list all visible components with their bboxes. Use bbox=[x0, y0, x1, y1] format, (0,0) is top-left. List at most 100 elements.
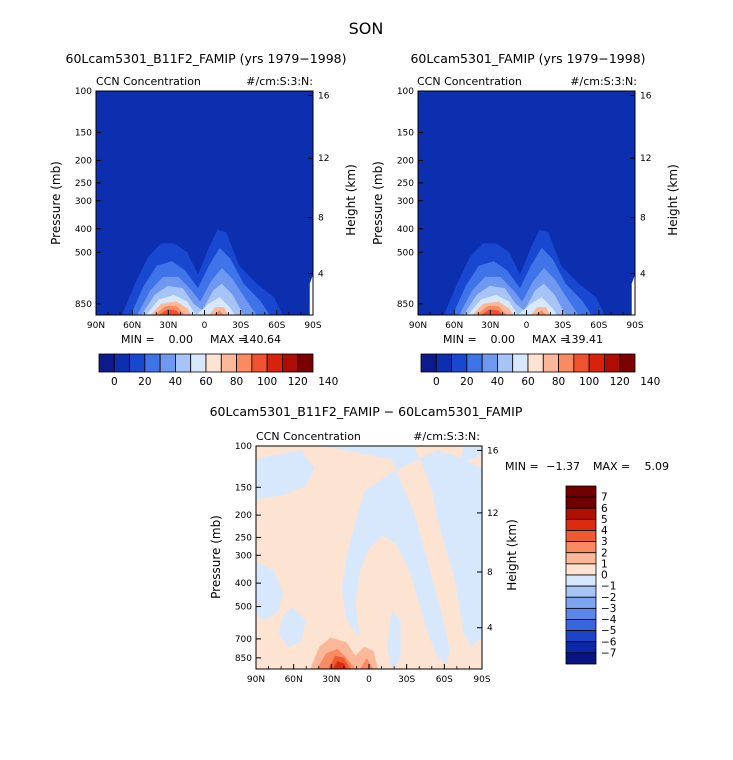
panel-a-colorbar-swatch bbox=[282, 353, 299, 373]
panel-b-y-tick-label: 300 bbox=[397, 197, 414, 207]
panel-b-y-tick-label: 250 bbox=[397, 179, 414, 189]
panel-b-x-tick-label: 0 bbox=[524, 321, 530, 331]
panel-c-x-tick-label: 30S bbox=[398, 675, 415, 685]
panel-a-x-tick-label: 90N bbox=[87, 321, 105, 331]
panel-b-contour-level bbox=[535, 310, 547, 315]
panel-c-colorbar-label: −7 bbox=[601, 647, 616, 659]
panel-c-colorbar-label: 4 bbox=[601, 525, 608, 537]
panel-b-colorbar-swatch bbox=[466, 353, 483, 373]
panel-b-x-tick-label: 60N bbox=[445, 321, 463, 331]
panel-b-x-tick-label: 90S bbox=[626, 321, 643, 331]
panel-c-negative-region bbox=[256, 561, 284, 620]
panel-a: 60Lcam5301_B11F2_FAMIP (yrs 1979−1998) C… bbox=[49, 51, 358, 388]
panel-b-y-right-tick-label: 8 bbox=[640, 214, 646, 224]
panel-a-colorbar-label: 60 bbox=[199, 376, 212, 388]
panel-b-colorbar-swatch bbox=[420, 353, 437, 373]
panel-a-colorbar: 0 20 40 60 80 100 120 140 bbox=[98, 353, 338, 388]
panel-c-min-label: MIN = bbox=[505, 460, 539, 473]
panel-c-y-tick-label: 400 bbox=[235, 579, 252, 589]
panel-b-colorbar-swatch bbox=[512, 353, 529, 373]
panel-c-x-tick-label: 60S bbox=[436, 675, 453, 685]
panel-c-colorbar-label: −4 bbox=[601, 614, 617, 626]
panel-a-min-value: 0.00 bbox=[169, 333, 194, 346]
panel-c-y-tick-label: 850 bbox=[235, 654, 252, 664]
panel-c-colorbar-swatch bbox=[565, 630, 597, 643]
panel-b-colorbar-swatch bbox=[558, 353, 575, 373]
panel-b-variable: CCN Concentration bbox=[417, 75, 522, 88]
panel-b-colorbar-label: 100 bbox=[579, 376, 599, 388]
panel-a-colorbar-label: 120 bbox=[288, 376, 308, 388]
panel-b-colorbar-label: 60 bbox=[521, 376, 534, 388]
panel-b-y-ticks-right: 16 12 8 4 bbox=[630, 91, 652, 280]
panel-c-colorbar-label: −3 bbox=[601, 603, 616, 615]
panel-c-y-right-tick-label: 16 bbox=[487, 446, 499, 456]
panel-a-y-tick-label: 100 bbox=[75, 87, 92, 97]
panel-c-negative-region bbox=[323, 446, 482, 665]
panel-c-colorbar-swatch bbox=[565, 552, 597, 565]
panel-b-min-label: MIN = bbox=[443, 333, 477, 346]
panel-a-y-tick-label: 250 bbox=[75, 179, 92, 189]
panel-c-ylabel-right: Height (km) bbox=[505, 519, 519, 590]
panel-b-colorbar-swatch bbox=[451, 353, 468, 373]
panel-c-min-value: −1.37 bbox=[546, 460, 580, 473]
panel-c-y-ticks: 100 150 200 250 300 400 500 700 850 bbox=[235, 442, 261, 664]
panel-b-min-value: 0.00 bbox=[491, 333, 516, 346]
panel-c-colorbar-swatch bbox=[565, 485, 597, 498]
panel-a-colorbar-label: 20 bbox=[138, 376, 151, 388]
panel-b-colorbar-swatch bbox=[542, 353, 559, 373]
panel-a-y-right-tick-label: 12 bbox=[318, 154, 329, 164]
panel-a-colorbar-swatch bbox=[144, 353, 161, 373]
panel-c-units: #/cm:S:3:N: bbox=[413, 430, 480, 443]
panel-c-colorbar-swatch bbox=[565, 652, 597, 665]
panel-a-contours bbox=[96, 91, 313, 315]
panel-a-max-value: 140.64 bbox=[243, 333, 282, 346]
panel-c-positive-region bbox=[332, 661, 347, 669]
panel-c-x-tick-label: 30N bbox=[322, 675, 340, 685]
panel-b-colorbar-label: 40 bbox=[491, 376, 504, 388]
panel-a-colorbar-swatch bbox=[159, 353, 176, 373]
panel-c-colorbar-swatch bbox=[565, 563, 597, 576]
panel-a-colorbar-swatch bbox=[113, 353, 130, 373]
panel-a-y-right-tick-label: 8 bbox=[318, 214, 324, 224]
panel-c-colorbar-label: 1 bbox=[601, 558, 608, 570]
panel-a-contour-level bbox=[208, 307, 229, 315]
panel-a-units: #/cm:S:3:N: bbox=[246, 75, 313, 88]
panel-a-x-tick-label: 30N bbox=[159, 321, 177, 331]
panel-b-y-right-tick-label: 16 bbox=[640, 91, 652, 101]
panel-a-colorbar-swatch bbox=[175, 353, 192, 373]
panel-c-colorbar-swatch bbox=[565, 541, 597, 554]
panel-b-ylabel: Pressure (mb) bbox=[371, 161, 385, 245]
panel-c-y-tick-label: 150 bbox=[235, 483, 252, 493]
panel-b-x-tick-label: 30N bbox=[481, 321, 499, 331]
panel-a-colorbar-swatch bbox=[205, 353, 222, 373]
panel-c-colorbar-label: 0 bbox=[601, 570, 608, 582]
panel-a-colorbar-label: 100 bbox=[257, 376, 277, 388]
panel-c-colorbar-label: 6 bbox=[601, 503, 608, 515]
panel-a-ylabel-right: Height (km) bbox=[344, 164, 358, 235]
panel-c-negative-region bbox=[256, 450, 315, 500]
panel-a-x-tick-label: 60S bbox=[268, 321, 285, 331]
panel-c-colorbar-label: 3 bbox=[601, 536, 608, 548]
panel-b-y-tick-label: 850 bbox=[397, 300, 414, 310]
panel-a-colorbar-label: 140 bbox=[318, 376, 338, 388]
panel-c-colorbar-label: −1 bbox=[601, 581, 616, 593]
panel-b-contour-level bbox=[480, 309, 503, 315]
panel-b-colorbar-label: 80 bbox=[552, 376, 565, 388]
panel-c-colorbar-swatch bbox=[565, 496, 597, 509]
panel-c-negative-region bbox=[459, 446, 482, 464]
panel-c-colorbar-swatch bbox=[565, 585, 597, 598]
panel-b-colorbar-label: 20 bbox=[460, 376, 473, 388]
panel-a-colorbar-swatch bbox=[297, 353, 314, 373]
panel-c-colorbar-label: 5 bbox=[601, 514, 608, 526]
panel-b-colorbar-swatch bbox=[604, 353, 621, 373]
panel-a-colorbar-swatch bbox=[220, 353, 237, 373]
panel-c-y-tick-label: 500 bbox=[235, 603, 252, 613]
panel-a-missing-region bbox=[309, 274, 313, 315]
panel-a-colorbar-swatch bbox=[266, 353, 283, 373]
panel-c-colorbar-swatch bbox=[565, 619, 597, 632]
panel-a-colorbar-label: 0 bbox=[111, 376, 118, 388]
panel-b-y-ticks: 100 150 200 250 300 400 500 850 bbox=[397, 87, 423, 310]
panel-b-colorbar-swatch bbox=[573, 353, 590, 373]
panel-b-colorbar-swatch bbox=[481, 353, 498, 373]
